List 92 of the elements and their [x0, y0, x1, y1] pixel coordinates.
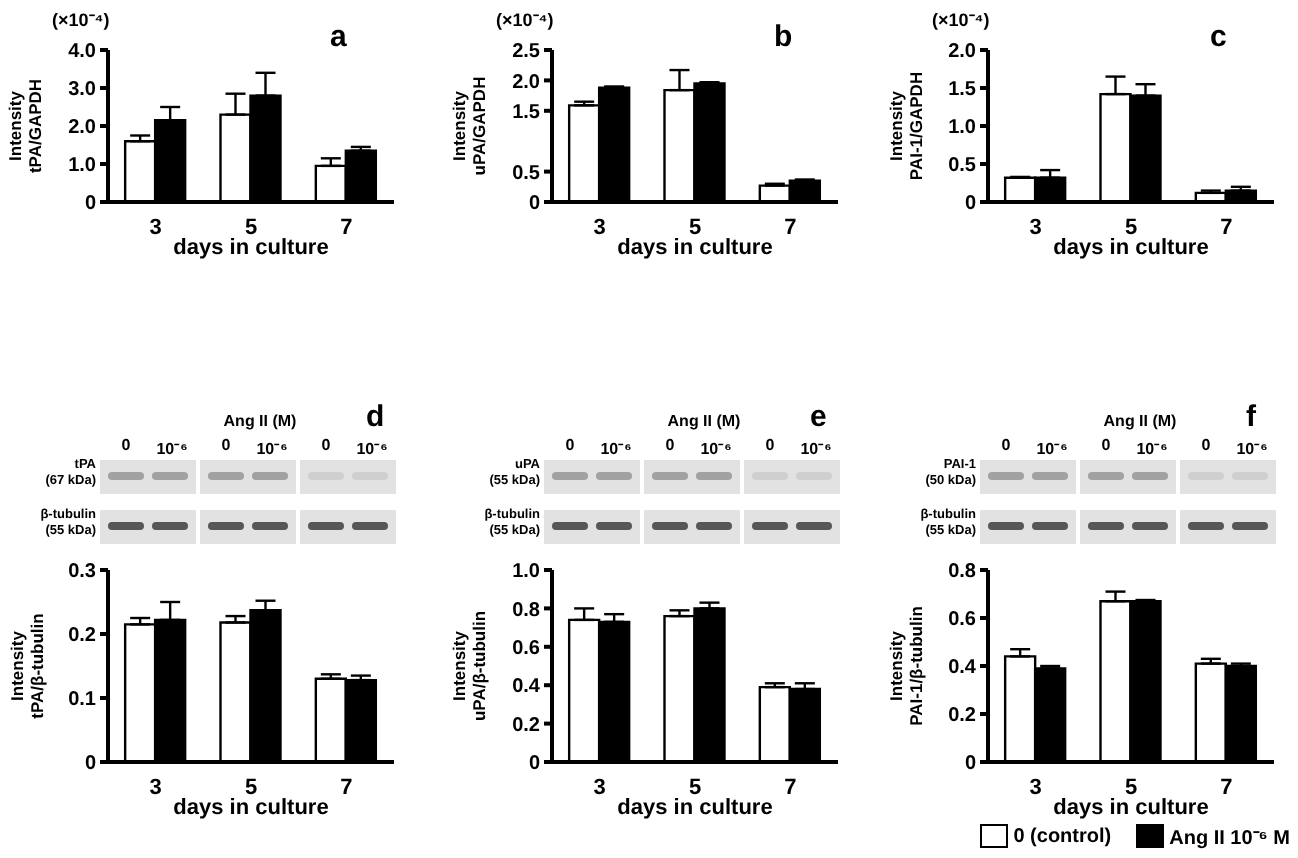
x-tick-label: 3: [149, 215, 162, 240]
y-axis-title: Intensity tPA/GAPDH: [6, 78, 47, 174]
chart-title: f: [1246, 400, 1256, 434]
text: 10⁻⁶: [1234, 438, 1270, 458]
y-axis-title: Intensity PAI-1/GAPDH: [886, 71, 926, 181]
x-axis-title: days in culture: [617, 236, 773, 260]
x-tick-label: 7: [340, 215, 353, 240]
x-axis-title: days in culture: [173, 236, 329, 260]
chart-title: a: [330, 20, 347, 54]
text: (×10⁻⁴): [932, 8, 990, 32]
x-tick-label: 3: [1029, 775, 1042, 800]
text: 10⁻⁶: [154, 438, 190, 458]
x-axis-title: days in culture: [617, 796, 773, 820]
x-axis-title: days in culture: [1053, 796, 1209, 820]
text: 10⁻⁶: [1034, 438, 1070, 458]
text: 0: [1099, 436, 1113, 454]
text: 10⁻⁶: [698, 438, 734, 458]
x-tick-label: 7: [340, 775, 353, 800]
text: 0: [563, 436, 577, 454]
y-tick-label: 1.0: [68, 155, 97, 178]
x-axis-title: days in culture: [1053, 236, 1209, 260]
legend-label: 0 (control): [1011, 823, 1112, 850]
text: Ang II (M): [221, 412, 299, 430]
y-tick-label: 0.5: [948, 155, 977, 178]
x-tick-label: 5: [244, 775, 258, 800]
y-tick-label: 0.8: [948, 561, 977, 584]
text: 0: [763, 436, 777, 454]
x-tick-label: 7: [784, 775, 797, 800]
x-tick-label: 5: [688, 775, 702, 800]
text: 10⁻⁶: [254, 438, 290, 458]
text: 0: [119, 436, 133, 454]
y-tick-label: 0: [84, 753, 97, 776]
text: (×10⁻⁴): [496, 8, 554, 32]
text: 10⁻⁶: [354, 438, 390, 458]
text: 0: [319, 436, 333, 454]
x-tick-label: 3: [593, 775, 606, 800]
x-tick-label: 3: [1029, 215, 1042, 240]
x-tick-label: 3: [149, 775, 162, 800]
x-tick-label: 5: [244, 215, 258, 240]
y-tick-label: 0.1: [68, 689, 97, 712]
x-tick-label: 5: [688, 215, 702, 240]
text: 0: [663, 436, 677, 454]
x-tick-label: 3: [593, 215, 606, 240]
y-tick-label: 1.5: [512, 101, 541, 124]
x-tick-label: 5: [1124, 215, 1138, 240]
y-tick-label: 2.5: [512, 41, 541, 64]
x-axis-title: days in culture: [173, 796, 329, 820]
y-tick-label: 0: [528, 193, 541, 216]
y-tick-label: 0.5: [512, 162, 541, 185]
text: Ang II (M): [1101, 412, 1179, 430]
text: 0: [999, 436, 1013, 454]
chart-title: b: [774, 20, 793, 54]
chart-title: c: [1210, 20, 1227, 54]
y-tick-label: 1.0: [948, 117, 977, 140]
y-tick-label: 0: [84, 193, 97, 216]
y-tick-label: 0.6: [512, 637, 541, 660]
y-tick-label: 0.8: [512, 599, 541, 622]
text: 10⁻⁶: [798, 438, 834, 458]
text: 0: [1199, 436, 1213, 454]
y-axis-title: Intensity uPA/β-tubulin: [450, 610, 491, 722]
y-tick-label: 0.2: [948, 705, 977, 728]
text: 10⁻⁶: [598, 438, 634, 458]
y-axis-title: Intensity PAI-1/β-tubulin: [886, 606, 926, 726]
y-tick-label: 0: [528, 753, 541, 776]
x-tick-label: 7: [1220, 775, 1233, 800]
y-tick-label: 0: [964, 753, 977, 776]
text: (×10⁻⁴): [52, 8, 110, 32]
y-tick-label: 0.4: [948, 657, 977, 680]
x-tick-label: 7: [784, 215, 797, 240]
y-tick-label: 0.4: [512, 676, 541, 699]
text: Ang II (M): [665, 412, 743, 430]
y-tick-label: 2.0: [512, 71, 541, 94]
y-tick-label: 2.0: [948, 41, 977, 64]
text: 0: [219, 436, 233, 454]
x-tick-label: 7: [1220, 215, 1233, 240]
text: 10⁻⁶: [1134, 438, 1170, 458]
chart-title: d: [366, 400, 385, 434]
y-tick-label: 4.0: [68, 41, 97, 64]
y-tick-label: 3.0: [68, 79, 97, 102]
y-tick-label: 0: [964, 193, 977, 216]
legend-label: Ang II 10⁻⁶ M: [1167, 826, 1290, 850]
y-tick-label: 0.2: [68, 625, 97, 648]
y-axis-title: Intensity tPA/β-tubulin: [6, 613, 46, 719]
y-tick-label: 0.6: [948, 609, 977, 632]
x-tick-label: 5: [1124, 775, 1138, 800]
y-tick-label: 1.0: [512, 561, 541, 584]
y-tick-label: 0.3: [68, 561, 97, 584]
y-tick-label: 2.0: [68, 117, 97, 140]
y-tick-label: 0.2: [512, 714, 541, 737]
chart-title: e: [810, 400, 827, 434]
y-tick-label: 1.5: [948, 79, 977, 102]
y-axis-title: Intensity uPA/GAPDH: [450, 76, 490, 176]
